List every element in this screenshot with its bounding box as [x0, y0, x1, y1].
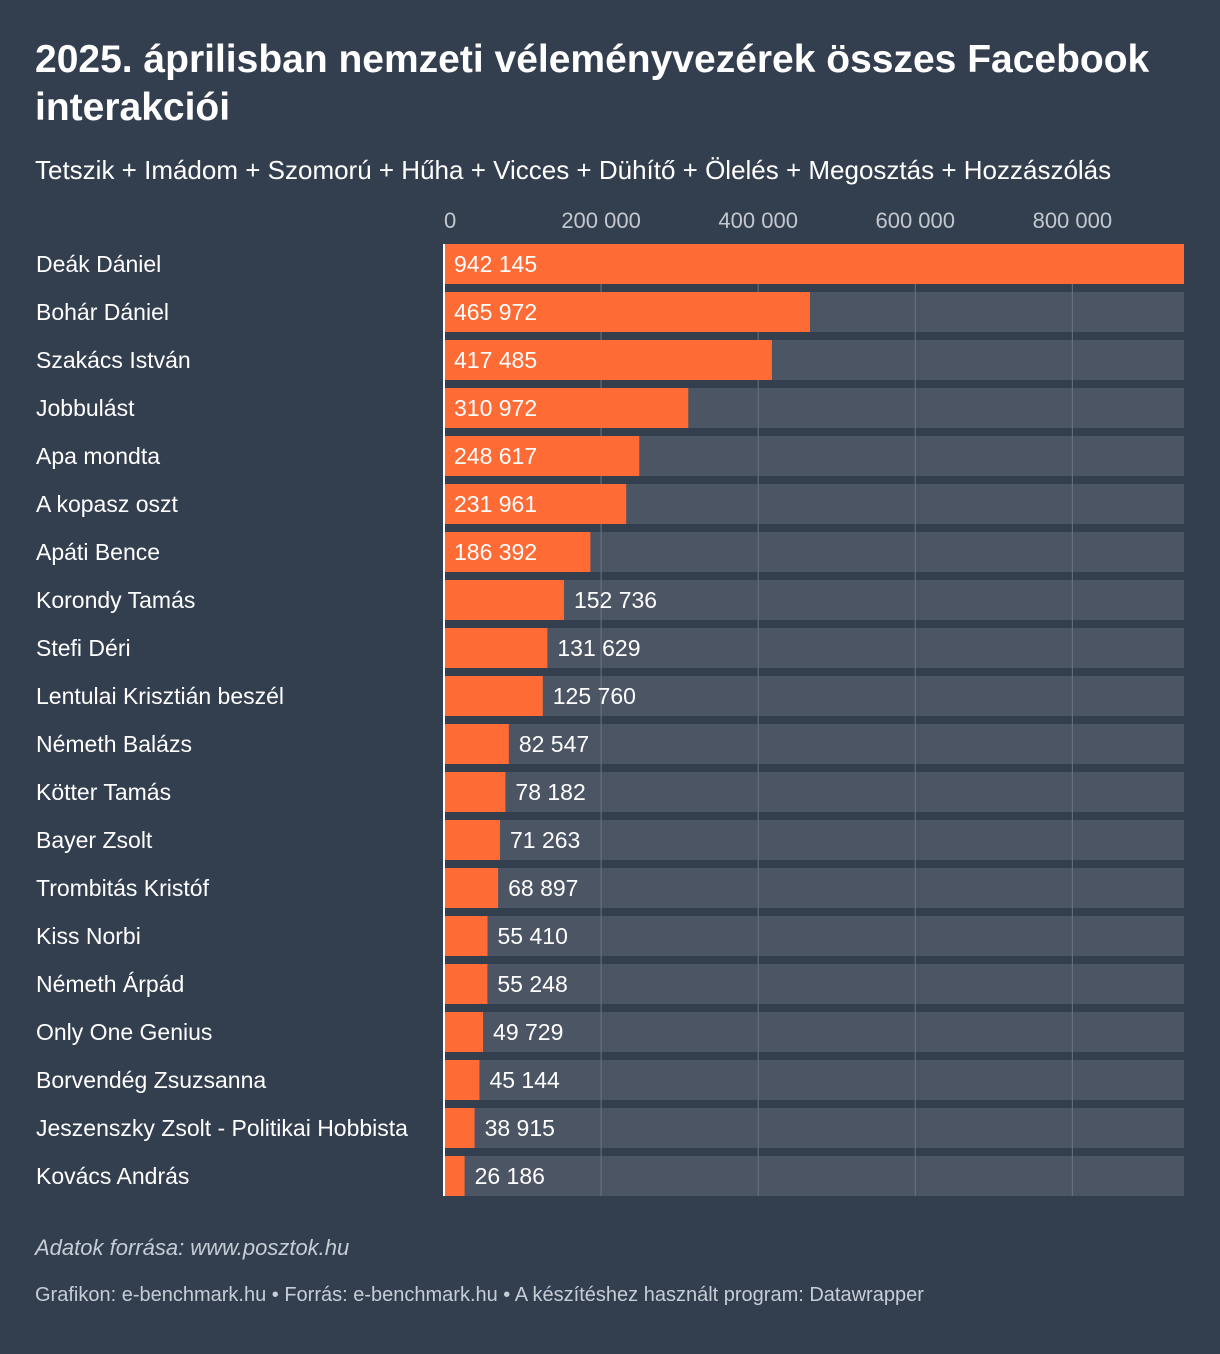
category-label: Stefi Déri	[36, 635, 131, 661]
category-label: Trombitás Kristóf	[36, 875, 210, 901]
category-label: Only One Genius	[36, 1019, 212, 1045]
bar	[444, 292, 810, 332]
x-tick-label: 200 000	[561, 208, 641, 233]
value-label: 38 915	[485, 1115, 555, 1141]
value-label: 465 972	[454, 299, 537, 325]
category-label: Bohár Dániel	[36, 299, 169, 325]
chart-title: 2025. áprilisban nemzeti véleményvezérek…	[35, 38, 1150, 129]
bar-track	[444, 1060, 1184, 1100]
category-label: Apáti Bence	[36, 539, 160, 565]
bar	[444, 916, 488, 956]
bar	[444, 1108, 475, 1148]
bar-track	[444, 676, 1184, 716]
x-tick-label: 0	[444, 208, 456, 233]
value-label: 186 392	[454, 539, 537, 565]
chart-footer: Grafikon: e-benchmark.hu • Forrás: e-ben…	[35, 1284, 924, 1306]
value-label: 45 144	[489, 1067, 560, 1093]
category-label: Kiss Norbi	[36, 923, 141, 949]
bar	[444, 580, 564, 620]
category-label: Jobbulást	[36, 395, 135, 421]
bar	[444, 532, 591, 572]
category-label: Kovács András	[36, 1163, 189, 1189]
bar	[444, 340, 772, 380]
value-label: 78 182	[515, 779, 585, 805]
bar-track	[444, 580, 1184, 620]
bar	[444, 244, 1184, 284]
category-label: A kopasz oszt	[36, 491, 179, 517]
value-label: 417 485	[454, 347, 537, 373]
data-source-note: Adatok forrása: www.posztok.hu	[35, 1235, 350, 1260]
bar	[444, 964, 488, 1004]
category-label: Szakács István	[36, 347, 191, 373]
value-label: 82 547	[519, 731, 589, 757]
value-label: 26 186	[475, 1163, 545, 1189]
bar-track	[444, 1108, 1184, 1148]
bar-track	[444, 1156, 1184, 1196]
category-label: Borvendég Zsuzsanna	[36, 1067, 266, 1093]
category-label: Korondy Tamás	[36, 587, 195, 613]
value-label: 68 897	[508, 875, 578, 901]
x-tick-label: 800 000	[1033, 208, 1113, 233]
bar	[444, 484, 627, 524]
bar-track	[444, 964, 1184, 1004]
bar-track	[444, 724, 1184, 764]
value-label: 49 729	[493, 1019, 563, 1045]
value-label: 248 617	[454, 443, 537, 469]
value-label: 131 629	[557, 635, 640, 661]
bar	[444, 628, 548, 668]
value-label: 310 972	[454, 395, 537, 421]
bar-track	[444, 820, 1184, 860]
bar	[444, 772, 506, 812]
bar	[444, 1012, 484, 1052]
bar-track	[444, 868, 1184, 908]
value-label: 55 248	[497, 971, 567, 997]
category-label: Lentulai Krisztián beszél	[36, 683, 284, 709]
category-label: Németh Árpád	[36, 971, 184, 997]
bar	[444, 1156, 465, 1196]
value-label: 942 145	[454, 251, 537, 277]
value-label: 71 263	[510, 827, 580, 853]
bar	[444, 1060, 480, 1100]
value-label: 152 736	[574, 587, 657, 613]
category-label: Jeszenszky Zsolt - Politikai Hobbista	[36, 1115, 408, 1141]
category-label: Kötter Tamás	[36, 779, 171, 805]
bar	[444, 724, 509, 764]
value-label: 125 760	[553, 683, 636, 709]
value-label: 55 410	[498, 923, 568, 949]
bar	[444, 820, 500, 860]
bar	[444, 868, 499, 908]
category-label: Deák Dániel	[36, 251, 161, 277]
bar	[444, 676, 543, 716]
x-tick-label: 600 000	[875, 208, 955, 233]
bar-track	[444, 1012, 1184, 1052]
category-label: Apa mondta	[36, 443, 160, 469]
bar	[444, 436, 640, 476]
category-label: Németh Balázs	[36, 731, 192, 757]
bar-track	[444, 628, 1184, 668]
x-tick-label: 400 000	[718, 208, 798, 233]
bar-track	[444, 772, 1184, 812]
category-label: Bayer Zsolt	[36, 827, 153, 853]
chart-subtitle: Tetszik + Imádom + Szomorú + Hűha + Vicc…	[35, 155, 1112, 185]
bar	[444, 388, 689, 428]
bar-track	[444, 916, 1184, 956]
value-label: 231 961	[454, 491, 537, 517]
